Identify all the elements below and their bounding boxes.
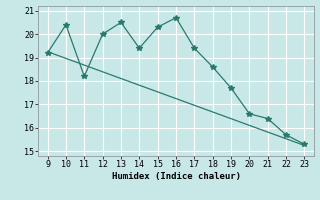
X-axis label: Humidex (Indice chaleur): Humidex (Indice chaleur) [111, 172, 241, 181]
